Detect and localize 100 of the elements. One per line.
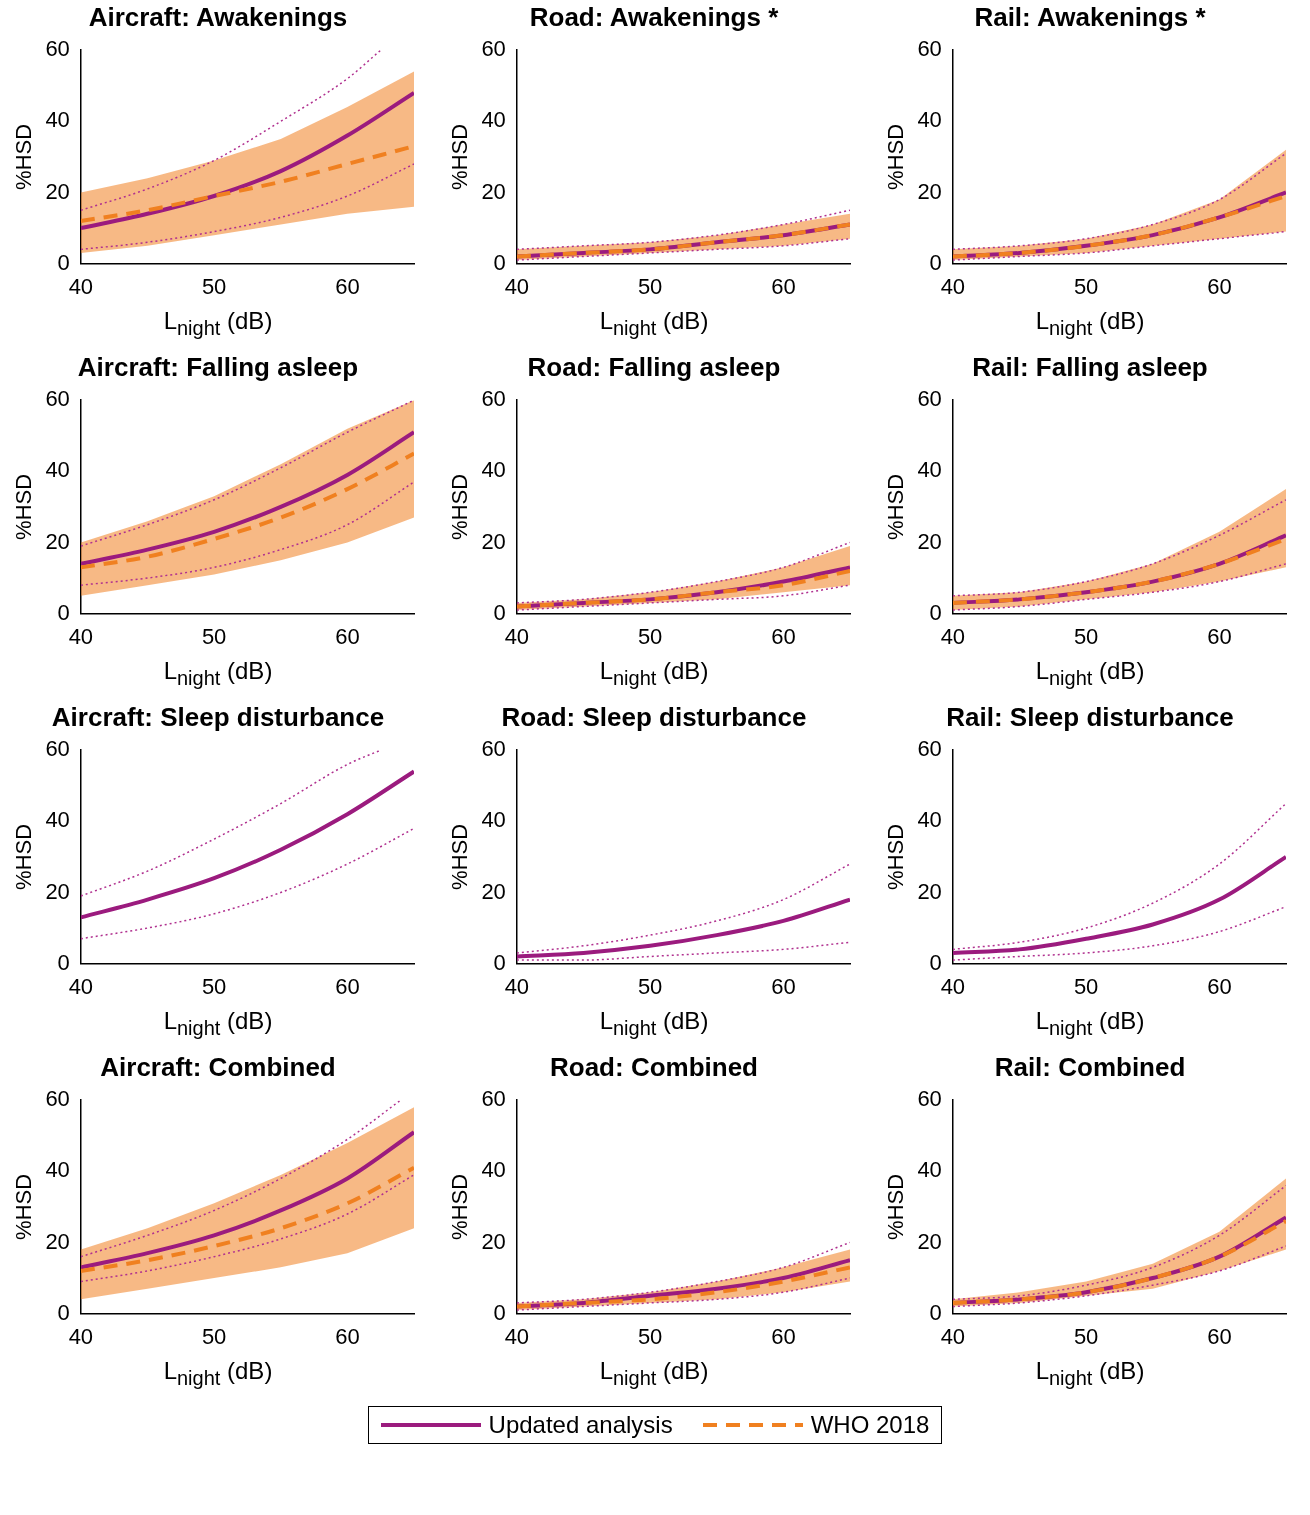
y-axis-title: %HSD (883, 123, 909, 190)
y-tick-label: 20 (45, 878, 70, 904)
x-tick-label: 50 (637, 1323, 663, 1349)
y-tick-label: 40 (45, 1157, 70, 1183)
x-tick-label: 50 (1073, 973, 1099, 999)
chart-title: Road: Combined (550, 1051, 758, 1084)
y-tick-label: 40 (917, 107, 942, 133)
x-axis-title: L$_{night}$ (dB) (599, 306, 709, 341)
y-tick-label: 60 (45, 386, 70, 412)
y-tick-label: 20 (45, 1228, 70, 1254)
y-tick-label: 20 (45, 178, 70, 204)
y-axis-title: %HSD (11, 123, 37, 190)
y-tick-label: 0 (57, 249, 70, 275)
x-axis-title: L$_{night}$ (dB) (1035, 306, 1145, 341)
y-tick-label: 20 (481, 878, 506, 904)
x-tick-label: 60 (1207, 1323, 1232, 1349)
y-tick-label: 20 (481, 178, 506, 204)
y-tick-label: 0 (929, 599, 942, 625)
x-tick-label: 60 (1207, 273, 1232, 299)
y-tick-label: 40 (917, 807, 942, 833)
x-tick-label: 60 (1207, 623, 1232, 649)
y-tick-label: 40 (481, 807, 506, 833)
chart-title: Road: Awakenings * (529, 1, 779, 34)
chart-title: Road: Falling asleep (527, 351, 781, 384)
x-axis-title: L$_{night}$ (dB) (599, 1356, 709, 1391)
x-tick-label: 60 (771, 1323, 796, 1349)
y-tick-label: 0 (929, 249, 942, 275)
y-tick-label: 0 (929, 949, 942, 975)
x-tick-label: 50 (1073, 273, 1099, 299)
x-axis-title: L$_{night}$ (dB) (1035, 1006, 1145, 1041)
y-tick-label: 0 (57, 1299, 70, 1325)
x-tick-label: 50 (637, 273, 663, 299)
x-tick-label: 50 (1073, 623, 1099, 649)
x-tick-label: 60 (1207, 973, 1232, 999)
y-axis-title: %HSD (11, 1173, 37, 1240)
x-tick-label: 50 (201, 973, 227, 999)
x-axis-title: L$_{night}$ (dB) (599, 1006, 709, 1041)
chart-title: Aircraft: Awakenings (88, 1, 348, 34)
y-tick-label: 0 (493, 599, 506, 625)
x-tick-label: 50 (637, 623, 663, 649)
y-axis-title: %HSD (11, 473, 37, 540)
y-tick-label: 60 (481, 386, 506, 412)
x-tick-label: 50 (637, 973, 663, 999)
y-axis-title: %HSD (447, 473, 473, 540)
y-tick-label: 60 (481, 36, 506, 62)
x-axis-title: L$_{night}$ (dB) (1035, 1356, 1145, 1391)
x-tick-label: 50 (201, 1323, 227, 1349)
x-tick-label: 60 (771, 273, 796, 299)
y-tick-label: 20 (45, 528, 70, 554)
y-tick-label: 60 (917, 1086, 942, 1112)
y-axis-title: %HSD (11, 823, 37, 890)
y-axis-title: %HSD (447, 823, 473, 890)
y-tick-label: 0 (493, 949, 506, 975)
chart-title: Aircraft: Sleep disturbance (51, 701, 385, 734)
x-tick-label: 50 (1073, 1323, 1099, 1349)
legend-label: WHO 2018 (810, 1411, 930, 1439)
x-tick-label: 60 (771, 973, 796, 999)
y-tick-label: 40 (45, 807, 70, 833)
y-tick-label: 60 (917, 386, 942, 412)
x-tick-label: 50 (201, 273, 227, 299)
y-tick-label: 60 (917, 36, 942, 62)
y-tick-label: 40 (481, 457, 506, 483)
y-tick-label: 40 (481, 1157, 506, 1183)
x-tick-label: 60 (335, 973, 360, 999)
chart-title: Road: Sleep disturbance (501, 701, 807, 734)
chart-title: Aircraft: Falling asleep (77, 351, 359, 384)
y-tick-label: 0 (57, 599, 70, 625)
y-tick-label: 20 (481, 1228, 506, 1254)
y-axis-title: %HSD (447, 123, 473, 190)
y-tick-label: 0 (493, 249, 506, 275)
y-tick-label: 20 (481, 528, 506, 554)
y-tick-label: 40 (45, 457, 70, 483)
chart-title: Rail: Combined (994, 1051, 1186, 1084)
chart-title: Rail: Awakenings * (974, 1, 1206, 34)
x-tick-label: 50 (201, 623, 227, 649)
y-tick-label: 60 (917, 736, 942, 762)
y-tick-label: 40 (481, 107, 506, 133)
y-tick-label: 0 (493, 1299, 506, 1325)
legend-label: Updated analysis (488, 1411, 673, 1439)
y-axis-title: %HSD (447, 1173, 473, 1240)
x-tick-label: 60 (771, 623, 796, 649)
x-tick-label: 60 (335, 623, 360, 649)
y-axis-title: %HSD (883, 823, 909, 890)
x-axis-title: L$_{night}$ (dB) (1035, 656, 1145, 691)
y-tick-label: 40 (45, 107, 70, 133)
x-tick-label: 60 (335, 1323, 360, 1349)
x-axis-title: L$_{night}$ (dB) (163, 306, 273, 341)
y-tick-label: 60 (481, 736, 506, 762)
y-tick-label: 0 (929, 1299, 942, 1325)
y-tick-label: 40 (917, 457, 942, 483)
y-tick-label: 20 (917, 528, 942, 554)
y-tick-label: 60 (45, 36, 70, 62)
y-axis-title: %HSD (883, 1173, 909, 1240)
y-tick-label: 20 (917, 1228, 942, 1254)
chart-title: Rail: Sleep disturbance (946, 701, 1234, 734)
y-tick-label: 0 (57, 949, 70, 975)
chart-title: Rail: Falling asleep (972, 351, 1208, 384)
x-axis-title: L$_{night}$ (dB) (599, 656, 709, 691)
x-axis-title: L$_{night}$ (dB) (163, 1356, 273, 1391)
y-axis-title: %HSD (883, 473, 909, 540)
